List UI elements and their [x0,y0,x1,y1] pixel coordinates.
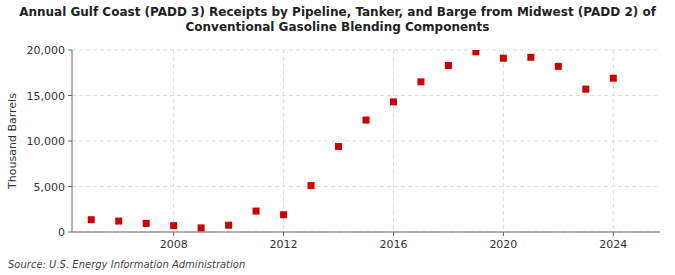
point [253,208,260,215]
point [555,63,562,70]
point [143,220,150,227]
grid-line [72,141,660,142]
point [390,98,397,105]
y-tick [68,95,72,96]
x-tick-label: 2024 [599,238,627,251]
y-tick [68,50,72,51]
x-tick [613,232,614,236]
x-axis-line [72,232,660,233]
y-tick [68,186,72,187]
grid-line [72,95,660,96]
y-tick-label: 20,000 [27,44,66,57]
grid-line [173,50,174,232]
grid-line [393,50,394,232]
y-tick [68,141,72,142]
point [115,218,122,225]
title-line: Conventional Gasoline Blending Component… [186,20,490,34]
x-tick [283,232,284,236]
point [417,78,424,85]
y-tick-label: 15,000 [27,90,66,103]
y-tick-label: 5,000 [34,181,66,194]
x-tick-label: 2020 [489,238,517,251]
y-tick-label: 0 [58,226,65,239]
point [88,216,95,223]
x-tick [503,232,504,236]
point [363,117,370,124]
point [582,86,589,93]
point [225,222,232,229]
annotation: Source: U.S. Energy Information Administ… [8,259,245,270]
x-tick-label: 2012 [270,238,298,251]
grid [72,50,660,232]
grid-line [72,186,660,187]
grid-line [503,50,504,232]
grid-line [72,50,660,51]
point [198,224,205,231]
point [527,54,534,61]
title: Annual Gulf Coast (PADD 3) Receipts by P… [19,5,657,34]
point [610,75,617,82]
x-tick [393,232,394,236]
point [280,211,287,218]
grid-line [283,50,284,232]
y-tick [68,232,72,233]
grid-line [72,232,660,233]
chart: Annual Gulf Coast (PADD 3) Receipts by P… [0,0,675,275]
x-tick-label: 2016 [379,238,407,251]
y-tick-label: 10,000 [27,135,66,148]
point [472,50,479,55]
x-tick [173,232,174,236]
point [445,62,452,69]
title-line: Annual Gulf Coast (PADD 3) Receipts by P… [19,5,657,19]
point [335,143,342,150]
point [500,55,507,62]
point [170,222,177,229]
x-tick-label: 2008 [160,238,188,251]
y-axis-label: Thousand Barrels [6,93,19,190]
point [308,182,315,189]
marks [88,50,617,231]
